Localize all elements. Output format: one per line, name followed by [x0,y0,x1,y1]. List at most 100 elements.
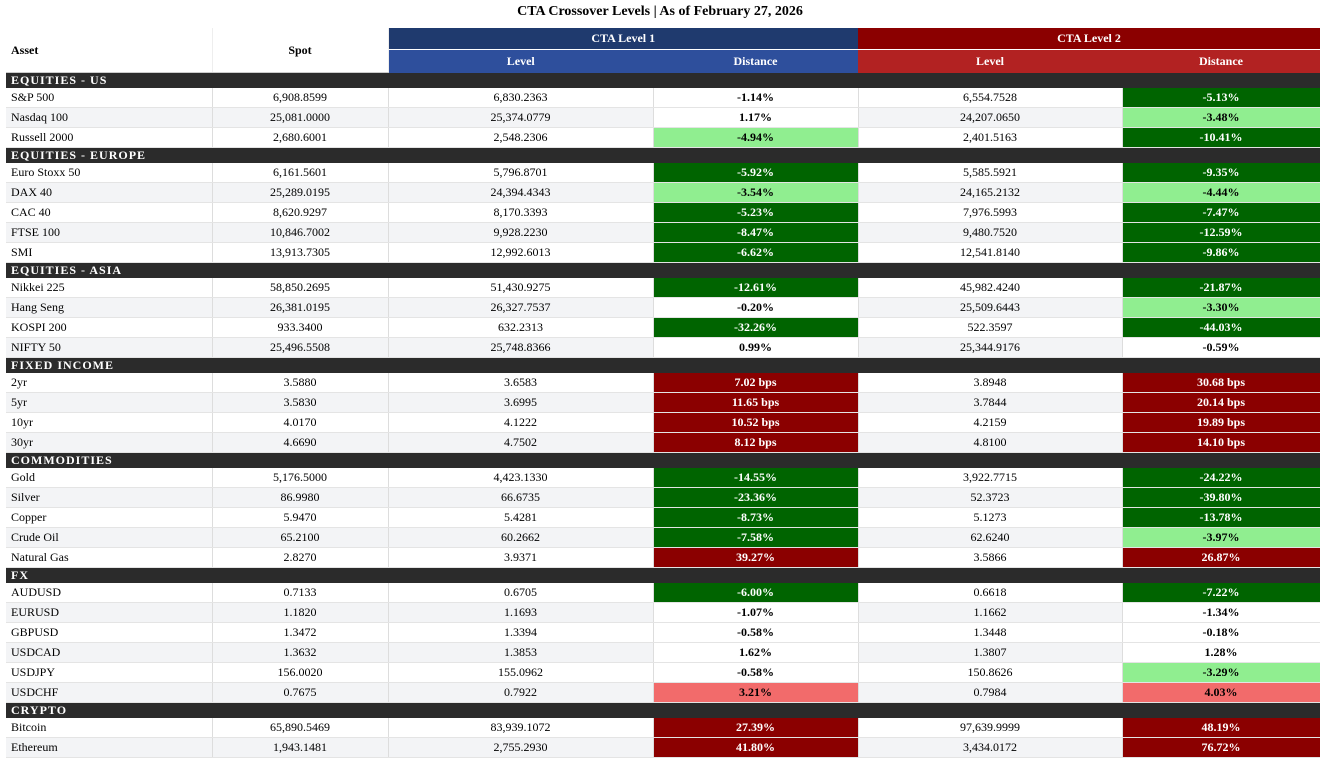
table-body: EQUITIES - US S&P 500 6,908.8599 6,830.2363… [6,72,1320,758]
section-title: EQUITIES - EUROPE [6,147,1320,163]
value-cell: 1.3394 [388,622,654,643]
value-cell: 6,161.5601 [212,163,389,183]
asset-cell: Nikkei 225 [6,278,213,298]
value-cell: 933.3400 [212,317,389,338]
distance-cell: -14.55% [653,468,859,488]
section-title: COMMODITIES [6,452,1320,468]
asset-header: Asset [6,28,213,73]
section-row: FX [6,567,1320,583]
value-cell: 2,548.2306 [388,127,654,148]
distance-cell: -23.36% [653,487,859,508]
asset-cell: 5yr [6,392,213,413]
value-cell: 12,992.6013 [388,242,654,263]
asset-cell: USDCAD [6,642,213,663]
distance-cell: -9.35% [1122,163,1320,183]
distance-cell: -1.34% [1122,602,1320,623]
value-cell: 26,381.0195 [212,297,389,318]
data-row: EURUSD 1.1820 1.1693 -1.07% 1.1662 -1.34% [6,602,1320,623]
distance-cell: 19.89 bps [1122,412,1320,433]
distance-cell: 39.27% [653,547,859,568]
distance-cell: 4.03% [1122,682,1320,703]
value-cell: 6,830.2363 [388,88,654,108]
distance-cell: 3.21% [653,682,859,703]
value-cell: 3.6995 [388,392,654,413]
distance-cell: 1.17% [653,107,859,128]
distance-cell: -7.22% [1122,583,1320,603]
value-cell: 58,850.2695 [212,278,389,298]
value-cell: 0.6705 [388,583,654,603]
distance-cell: -39.80% [1122,487,1320,508]
value-cell: 3,434.0172 [858,737,1123,758]
section-row: EQUITIES - EUROPE [6,147,1320,163]
value-cell: 6,908.8599 [212,88,389,108]
value-cell: 0.7133 [212,583,389,603]
distance-cell: -5.13% [1122,88,1320,108]
value-cell: 1.3853 [388,642,654,663]
value-cell: 97,639.9999 [858,718,1123,738]
distance-cell: 8.12 bps [653,432,859,453]
value-cell: 0.7922 [388,682,654,703]
asset-cell: Bitcoin [6,718,213,738]
distance-cell: -7.58% [653,527,859,548]
asset-cell: SMI [6,242,213,263]
distance-cell: -0.58% [653,662,859,683]
distance-cell: -12.61% [653,278,859,298]
asset-cell: USDCHF [6,682,213,703]
section-row: EQUITIES - ASIA [6,262,1320,278]
value-cell: 2.8270 [212,547,389,568]
asset-cell: 10yr [6,412,213,433]
asset-cell: USDJPY [6,662,213,683]
value-cell: 24,207.0650 [858,107,1123,128]
data-row: 30yr 4.6690 4.7502 8.12 bps 4.8100 14.10 bps [6,432,1320,453]
data-row: 5yr 3.5830 3.6995 11.65 bps 3.7844 20.14 bps [6,392,1320,413]
distance-cell: 30.68 bps [1122,373,1320,393]
distance-cell: 10.52 bps [653,412,859,433]
distance-cell: -12.59% [1122,222,1320,243]
distance-cell: -32.26% [653,317,859,338]
value-cell: 3.5880 [212,373,389,393]
data-row: Hang Seng 26,381.0195 26,327.7537 -0.20% 25,… [6,297,1320,318]
data-row: CAC 40 8,620.9297 8,170.3393 -5.23% 7,976.59… [6,202,1320,223]
value-cell: 8,170.3393 [388,202,654,223]
value-cell: 25,344.9176 [858,337,1123,358]
header-row: Asset Spot CTA Level 1 CTA Level 2 [6,28,1320,73]
data-row: Copper 5.9470 5.4281 -8.73% 5.1273 -13.78% [6,507,1320,528]
distance-cell: 48.19% [1122,718,1320,738]
distance-cell: -3.29% [1122,662,1320,683]
value-cell: 51,430.9275 [388,278,654,298]
distance-cell: -10.41% [1122,127,1320,148]
value-cell: 4.7502 [388,432,654,453]
value-cell: 3.5866 [858,547,1123,568]
distance-cell: -3.30% [1122,297,1320,318]
data-row: Nikkei 225 58,850.2695 51,430.9275 -12.61% 4… [6,278,1320,298]
distance-cell: -4.94% [653,127,859,148]
value-cell: 5.9470 [212,507,389,528]
value-cell: 24,165.2132 [858,182,1123,203]
value-cell: 24,394.4343 [388,182,654,203]
value-cell: 86.9980 [212,487,389,508]
asset-cell: NIFTY 50 [6,337,213,358]
distance-cell: 1.28% [1122,642,1320,663]
data-row: NIFTY 50 25,496.5508 25,748.8366 0.99% 25,34… [6,337,1320,358]
data-row: USDCAD 1.3632 1.3853 1.62% 1.3807 1.28% [6,642,1320,663]
value-cell: 10,846.7002 [212,222,389,243]
asset-cell: Silver [6,487,213,508]
distance-cell: 14.10 bps [1122,432,1320,453]
value-cell: 5,585.5921 [858,163,1123,183]
value-cell: 0.7984 [858,682,1123,703]
value-cell: 4.6690 [212,432,389,453]
data-row: Nasdaq 100 25,081.0000 25,374.0779 1.17% 24,… [6,107,1320,128]
value-cell: 66.6735 [388,487,654,508]
sub-header: Distance [653,49,858,73]
data-row: Natural Gas 2.8270 3.9371 39.27% 3.5866 26.87… [6,547,1320,568]
data-row: USDJPY 156.0020 155.0962 -0.58% 150.8626 -3.2… [6,662,1320,683]
value-cell: 52.3723 [858,487,1123,508]
value-cell: 4.1222 [388,412,654,433]
data-row: Ethereum 1,943.1481 2,755.2930 41.80% 3,434.… [6,737,1320,758]
value-cell: 7,976.5993 [858,202,1123,223]
distance-cell: -3.48% [1122,107,1320,128]
section-row: COMMODITIES [6,452,1320,468]
distance-cell: -3.54% [653,182,859,203]
asset-cell: 2yr [6,373,213,393]
value-cell: 4.8100 [858,432,1123,453]
